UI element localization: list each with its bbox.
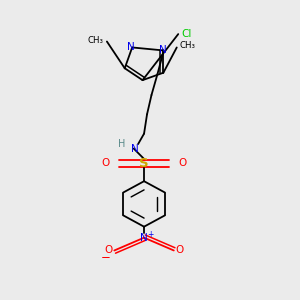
Text: N: N (131, 144, 138, 154)
Text: H: H (118, 139, 125, 149)
Text: O: O (178, 158, 187, 168)
Text: N: N (140, 233, 148, 243)
Text: −: − (101, 251, 111, 264)
Text: O: O (105, 245, 113, 256)
Text: +: + (147, 230, 154, 238)
Text: CH₃: CH₃ (88, 35, 104, 44)
Text: Cl: Cl (181, 29, 192, 39)
Text: N: N (127, 43, 135, 52)
Text: CH₃: CH₃ (180, 41, 196, 50)
Text: N: N (160, 45, 167, 56)
Text: S: S (139, 157, 149, 170)
Text: O: O (175, 245, 184, 256)
Text: O: O (102, 158, 110, 168)
